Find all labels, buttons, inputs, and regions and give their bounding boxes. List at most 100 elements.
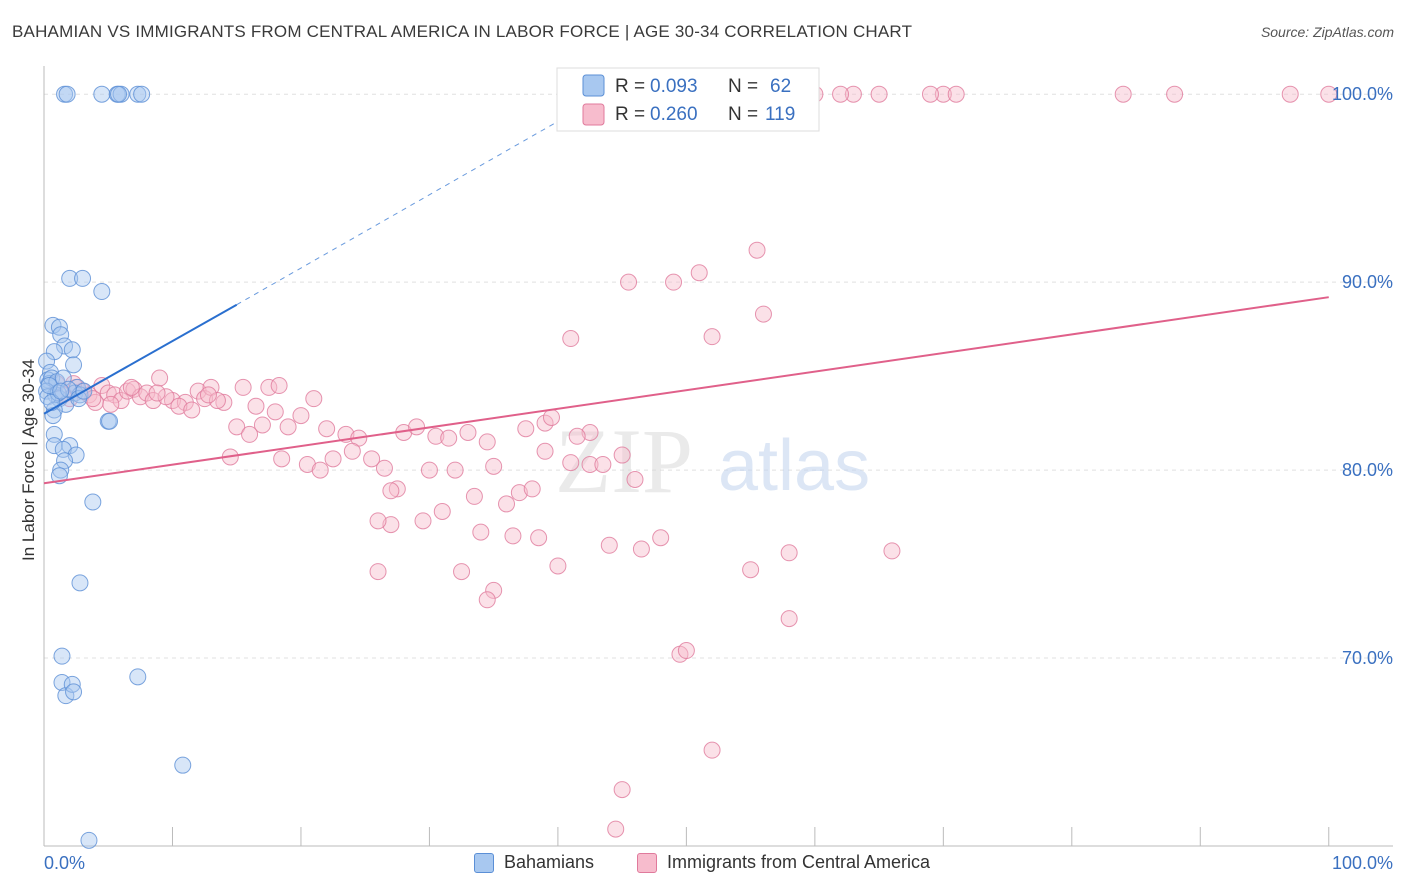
immigrants-point-73 [542,408,560,426]
trendline-bahamians-extension [236,84,623,306]
immigrants-point-120 [122,378,140,396]
immigrants-point-98 [549,557,567,575]
immigrants-point-113 [311,461,329,479]
immigrants-point-84 [414,512,432,530]
bottom-legend: Bahamians Immigrants from Central Americ… [0,852,1406,878]
bahamians-point-52 [65,683,83,701]
immigrants-point-48 [279,418,297,436]
immigrants-point-55 [363,450,381,468]
bahamians-point-49 [53,673,71,691]
immigrants-point-65 [408,418,426,436]
immigrants-point-94 [652,529,670,547]
legend-n-label-1: N = [728,76,758,97]
immigrants-point-97 [883,542,901,560]
bahamians-point-47 [53,647,71,665]
immigrants-point-3 [934,85,952,103]
legend-swatch-blue [474,852,494,873]
immigrants-point-116 [260,378,278,396]
immigrants-point-13 [832,85,850,103]
immigrants-point-4 [947,85,965,103]
immigrants-point-17 [665,273,683,291]
legend-swatch-pink [637,852,657,873]
bahamians-point-9 [74,269,92,287]
bahamians-point-60 [52,382,70,400]
legend-label-immigrants: Immigrants from Central America [667,852,931,872]
immigrants-point-56 [388,480,406,498]
immigrants-point-124 [148,384,166,402]
bahamians-point-53 [174,756,192,774]
immigrants-point-111 [568,427,586,445]
bahamians-point-4 [110,85,128,103]
bahamians-point-54 [80,831,98,849]
legend-item-bahamians: Bahamians [474,852,594,873]
immigrants-point-49 [292,407,310,425]
immigrants-point-87 [530,529,548,547]
immigrants-point-50 [305,390,323,408]
bahamians-point-43 [52,461,70,479]
immigrants-point-115 [208,392,226,410]
immigrants-point-121 [102,395,120,413]
immigrants-point-81 [433,502,451,520]
immigrants-point-108 [607,820,625,838]
immigrants-point-119 [157,388,175,406]
immigrants-point-63 [298,455,316,473]
legend-label-bahamians: Bahamians [504,852,595,872]
immigrants-point-12 [921,85,939,103]
legend-r-label-1: R = [615,76,645,97]
immigrants-point-2 [870,85,888,103]
x-tick-label-1: 100.0% [1332,853,1393,873]
y-tick-label-0: 100.0% [1332,84,1393,104]
immigrants-point-68 [459,424,477,442]
immigrants-point-14 [748,241,766,259]
immigrants-point-54 [375,459,393,477]
bahamians-point-6 [133,85,151,103]
immigrants-point-18 [754,305,772,323]
immigrants-point-96 [780,544,798,562]
legend-n-label-2: N = [728,104,758,125]
immigrants-point-61 [273,450,291,468]
immigrants-point-58 [228,418,246,436]
bahamians-point-24 [54,369,72,387]
bahamians-point-7 [58,85,76,103]
immigrants-point-51 [318,420,336,438]
immigrants-point-89 [613,446,631,464]
bahamians-point-45 [84,493,102,511]
axes [43,66,1393,847]
immigrants-point-114 [170,397,188,415]
immigrants-point-100 [485,581,503,599]
immigrants-point-7 [1281,85,1299,103]
immigrants-point-70 [517,420,535,438]
immigrants-point-72 [581,424,599,442]
immigrants-point-109 [382,482,400,500]
trendline-immigrants [43,296,1329,485]
immigrants-point-107 [613,781,631,799]
immigrants-point-82 [382,516,400,534]
y-tick-label-3: 70.0% [1342,648,1393,668]
immigrants-point-80 [465,487,483,505]
watermark-zip: ZIP [555,410,693,512]
immigrants-point-5 [1114,85,1132,103]
bahamians-point-46 [71,574,89,592]
bahamians-point-36 [101,412,119,430]
immigrants-point-110 [562,454,580,472]
immigrants-point-16 [620,273,638,291]
immigrants-point-30 [106,386,124,404]
x-tick-label-0: 0.0% [44,853,85,873]
immigrants-point-78 [523,480,541,498]
bahamians-point-10 [93,283,111,301]
chart-title: BAHAMIAN VS IMMIGRANTS FROM CENTRAL AMER… [12,22,913,41]
watermark-atlas: atlas [718,426,870,506]
y-tick-label-1: 90.0% [1342,272,1393,292]
immigrants-point-67 [440,429,458,447]
source-credit: Source: ZipAtlas.com [1260,24,1394,40]
x-tick-labels: 0.0% 100.0% [44,853,1393,873]
y-axis-label: In Labor Force | Age 30-34 [19,359,38,561]
trend-lines [43,84,1329,485]
immigrants-point-44 [234,378,252,396]
immigrants-point-76 [485,457,503,475]
bahamians-point-48 [129,668,147,686]
bahamians-point-38 [45,437,63,455]
legend-item-immigrants: Immigrants from Central America [637,852,930,873]
bahamians-point-14 [56,337,74,355]
